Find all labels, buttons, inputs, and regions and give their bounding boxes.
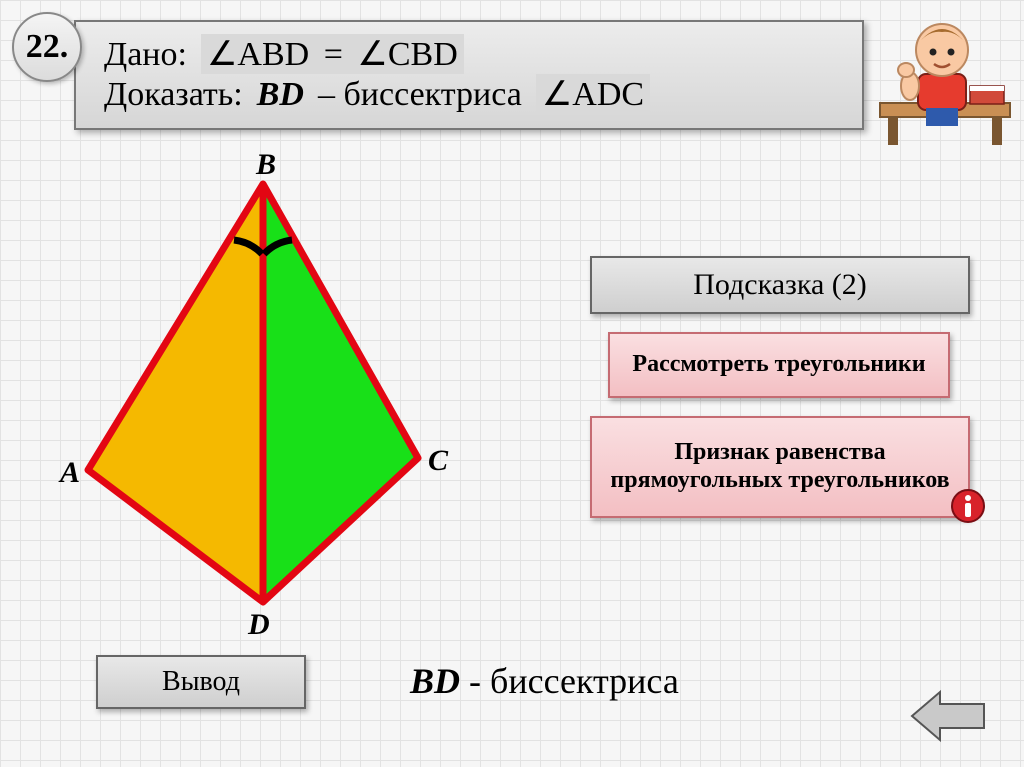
prove-label: Доказать: xyxy=(104,76,243,114)
conclusion-button-label: Вывод xyxy=(162,666,240,698)
back-arrow-button[interactable] xyxy=(910,688,988,744)
hint-button[interactable]: Подсказка (2) xyxy=(590,256,970,314)
conclusion-suffix: - биссектриса xyxy=(460,661,679,701)
hint-label: Подсказка (2) xyxy=(693,268,867,302)
vertex-a-label: A xyxy=(60,456,80,490)
info-icon[interactable] xyxy=(950,488,986,524)
given-box: Дано: ∠ABD = ∠CBD Доказать: BD – биссект… xyxy=(74,20,864,130)
conclusion-segment: BD xyxy=(410,661,460,701)
vertex-b-label: B xyxy=(256,148,276,182)
prove-text: – биссектриса xyxy=(318,76,522,114)
prove-segment: BD xyxy=(257,76,304,114)
vertex-d-label: D xyxy=(248,608,270,642)
given-label: Дано: xyxy=(104,36,187,74)
problem-number-text: 22. xyxy=(26,28,69,66)
given-expression: ∠ABD = ∠CBD xyxy=(201,34,464,74)
cartoon-boy-icon xyxy=(870,8,1020,148)
prove-row: Доказать: BD – биссектриса ∠ADC xyxy=(104,74,844,114)
pink-button-2-label: Признак равенства прямоугольных треуголь… xyxy=(602,439,958,494)
conclusion-button[interactable]: Вывод xyxy=(96,655,306,709)
pink-button-1-label: Рассмотреть треугольники xyxy=(632,351,925,379)
prove-angle: ∠ADC xyxy=(536,74,650,114)
conclusion-text: BD - биссектриса xyxy=(410,660,679,702)
vertex-c-label: C xyxy=(428,444,448,478)
pink-button-1[interactable]: Рассмотреть треугольники xyxy=(608,332,950,398)
geometry-diagram: B A C D xyxy=(48,160,478,650)
pink-button-2[interactable]: Признак равенства прямоугольных треуголь… xyxy=(590,416,970,518)
problem-number-badge: 22. xyxy=(12,12,82,82)
given-row: Дано: ∠ABD = ∠CBD xyxy=(104,34,844,74)
